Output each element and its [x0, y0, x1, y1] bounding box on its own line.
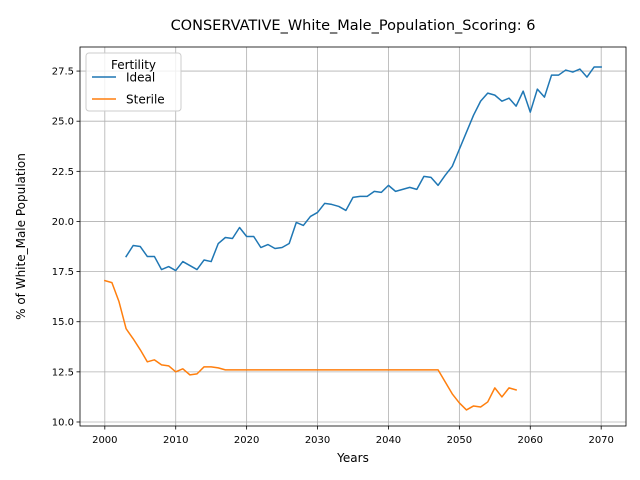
legend-title: Fertility — [111, 58, 156, 72]
y-tick-label: 15.0 — [52, 317, 74, 328]
series-lines — [103, 66, 602, 411]
x-tick-label: 2060 — [518, 435, 543, 446]
plot-frame — [79, 46, 627, 427]
x-axis: 2000 2010 2020 2030 2040 2050 2060 2070 — [92, 426, 614, 446]
grid — [80, 47, 626, 426]
legend-label-ideal: Ideal — [126, 71, 155, 85]
x-tick-label: 2000 — [92, 435, 117, 446]
x-axis-label: Years — [336, 451, 369, 465]
legend-box — [85, 52, 182, 112]
y-tick-label: 25.0 — [52, 117, 74, 128]
x-tick-label: 2070 — [588, 435, 613, 446]
x-tick-label: 2050 — [447, 435, 472, 446]
chart-title: CONSERVATIVE_White_Male_Population_Scori… — [171, 18, 536, 34]
y-axis: 10.0 12.5 15.0 17.5 20.0 22.5 25.0 27.5 — [52, 67, 80, 428]
legend: Fertility Ideal Sterile — [85, 52, 182, 112]
x-tick-label: 2030 — [305, 435, 330, 446]
legend-label-sterile: Sterile — [126, 93, 165, 107]
y-tick-label: 22.5 — [52, 167, 74, 178]
y-tick-label: 27.5 — [52, 67, 74, 78]
x-tick-label: 2010 — [163, 435, 188, 446]
y-tick-label: 10.0 — [52, 417, 74, 428]
y-tick-label: 12.5 — [52, 367, 74, 378]
x-tick-label: 2020 — [234, 435, 259, 446]
y-axis-label: % of White_Male Population — [14, 153, 28, 320]
legend-items: Ideal Sterile — [92, 71, 165, 107]
y-tick-label: 17.5 — [52, 267, 74, 278]
series-line-sterile — [103, 279, 518, 411]
series-line-ideal — [125, 66, 602, 272]
x-tick-label: 2040 — [376, 435, 401, 446]
y-tick-label: 20.0 — [52, 217, 74, 228]
